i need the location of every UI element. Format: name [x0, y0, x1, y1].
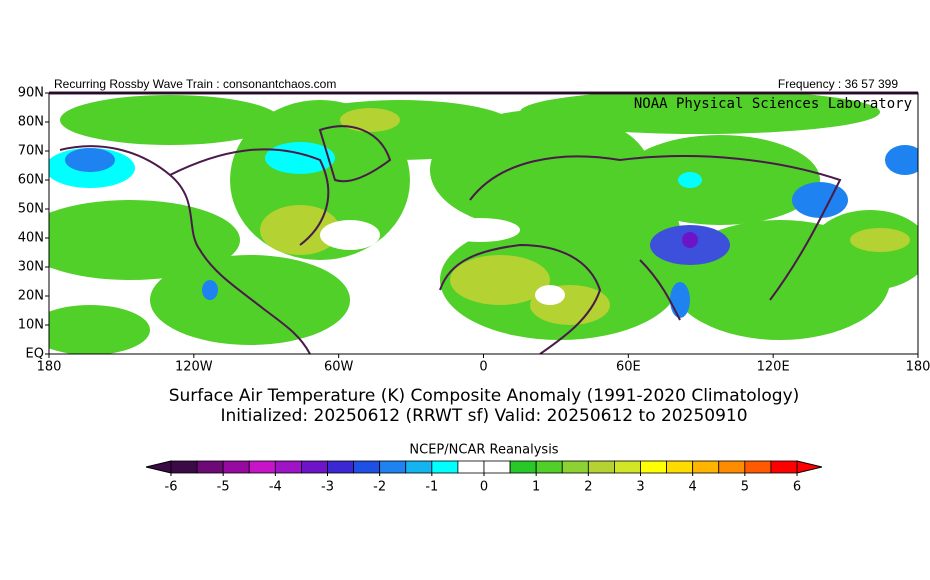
colorbar-box: [301, 460, 328, 474]
lon-label: 120W: [175, 360, 213, 375]
colorbar-label: 3: [636, 480, 644, 495]
lat-label: 20N: [18, 289, 44, 304]
colorbar-label: 1: [532, 480, 540, 495]
colorbar-box: [196, 460, 224, 474]
colorbar-label: -6: [165, 480, 178, 495]
lon-label: 0: [479, 360, 487, 375]
colorbar-box: [718, 460, 746, 474]
colorbar-label: 4: [689, 480, 697, 495]
colorbar-box: [379, 460, 407, 474]
title-line: Surface Air Temperature (K) Composite An…: [169, 386, 800, 406]
lat-label: 90N: [18, 86, 44, 101]
header-left: Recurring Rossby Wave Train : consonantc…: [54, 77, 336, 91]
colorbar-label: -4: [269, 480, 282, 495]
lat-label: 60N: [18, 173, 44, 188]
lon-label: 60W: [324, 360, 354, 375]
lon-label: 120E: [757, 360, 790, 375]
colorbar-box: [535, 460, 563, 474]
colorbar-label: -5: [217, 480, 230, 495]
colorbar-box: [770, 460, 798, 474]
map-credit: NOAA Physical Sciences Laboratory: [634, 96, 912, 112]
lon-label: 180: [906, 360, 930, 375]
lat-label: 10N: [18, 318, 44, 333]
colorbar-box: [561, 460, 589, 474]
colorbar-box: [431, 460, 459, 474]
lon-label: 180: [37, 360, 62, 375]
lat-label: 70N: [18, 144, 44, 159]
colorbar-label: 6: [793, 480, 801, 495]
colorbar-box: [509, 460, 537, 474]
colorbar-label: 0: [480, 480, 488, 495]
colorbar-arrow: [796, 460, 823, 474]
colorbar-box: [692, 460, 720, 474]
colorbar-box: [274, 460, 302, 474]
colorbar-arrow: [145, 460, 172, 474]
colorbar-box: [248, 460, 276, 474]
colorbar-box: [744, 460, 772, 474]
colorbar-box: [640, 460, 667, 474]
colorbar-box: [170, 460, 198, 474]
colorbar-box: [405, 460, 433, 474]
lat-label: EQ: [26, 347, 44, 362]
colorbar-title: NCEP/NCAR Reanalysis: [409, 443, 558, 458]
colorbar-box: [353, 460, 381, 474]
title-line: Initialized: 20250612 (RRWT sf) Valid: 2…: [220, 406, 747, 426]
lat-label: 40N: [18, 231, 44, 246]
colorbar-box: [614, 460, 641, 474]
colorbar-label: -2: [373, 480, 386, 495]
colorbar-box: [587, 460, 615, 474]
lat-label: 80N: [18, 115, 44, 130]
colorbar-label: -1: [425, 480, 438, 495]
colorbar-box: [222, 460, 250, 474]
colorbar-box: [666, 460, 694, 474]
colorbar-box: [457, 460, 485, 474]
colorbar-label: 2: [584, 480, 592, 495]
lat-label: 50N: [18, 202, 44, 217]
colorbar-label: -3: [321, 480, 334, 495]
lat-label: 30N: [18, 260, 44, 275]
lon-label: 60E: [616, 360, 641, 375]
colorbar-label: 5: [741, 480, 749, 495]
colorbar-box: [483, 460, 511, 474]
header-right: Frequency : 36 57 399: [778, 77, 898, 91]
anomaly-field: [49, 93, 918, 354]
colorbar-box: [327, 460, 354, 474]
